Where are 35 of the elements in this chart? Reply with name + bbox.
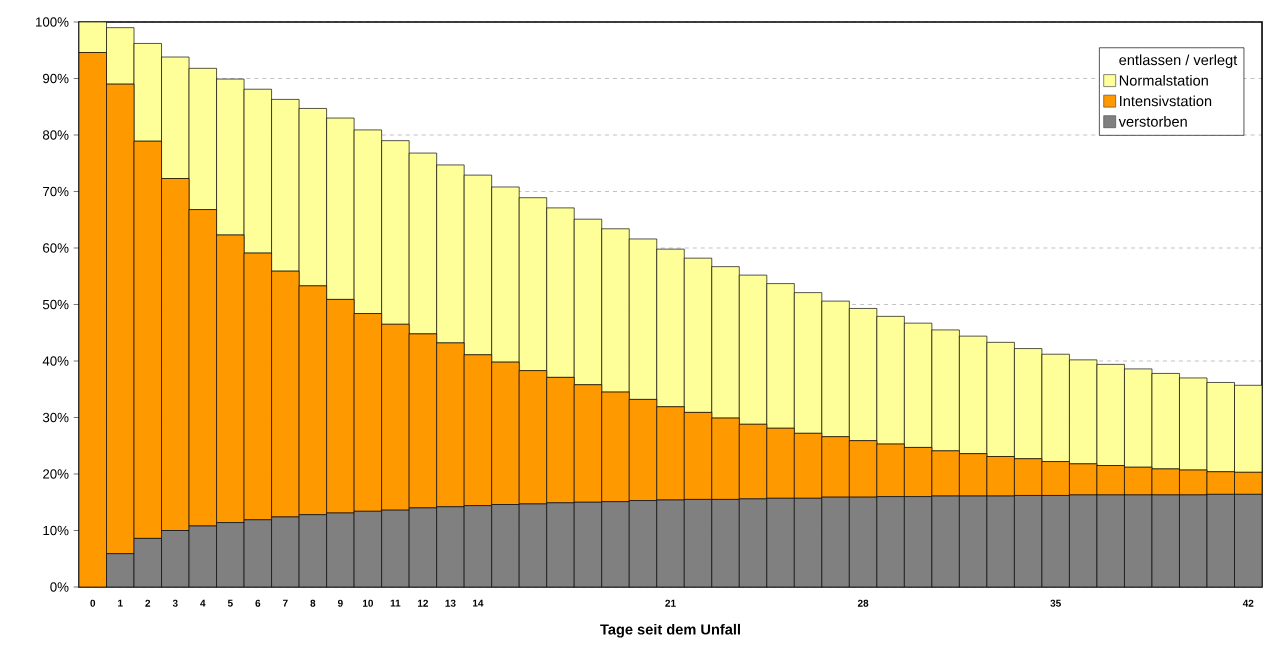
- y-tick-label: 100%: [36, 17, 69, 27]
- x-tick-label: 28: [857, 599, 869, 607]
- x-tick-label: 14: [473, 599, 484, 607]
- x-tick-label: 0: [90, 599, 96, 607]
- legend-title: entlassen / verlegt: [1119, 54, 1238, 69]
- x-tick-label: 42: [1242, 599, 1254, 607]
- x-tick-label: 3: [172, 599, 178, 607]
- x-tick-label: 35: [1050, 599, 1061, 607]
- x-axis-title: Tage seit dem Unfall: [600, 623, 740, 638]
- x-tick-label: 2: [145, 599, 151, 607]
- y-tick-label: 40%: [42, 356, 69, 366]
- y-tick-label: 70%: [43, 186, 69, 197]
- x-tick-label: 13: [445, 599, 456, 607]
- x-tick-label: 8: [310, 599, 316, 607]
- y-tick-label: 80%: [42, 130, 69, 140]
- x-tick-label: 7: [283, 599, 288, 607]
- x-tick-label: 9: [337, 599, 343, 607]
- x-tick-label: 11: [390, 599, 401, 607]
- x-tick-label: 10: [362, 599, 373, 607]
- x-tick-label: 12: [417, 599, 429, 607]
- x-tick-label: 5: [227, 599, 233, 607]
- legend-label: Normalstation: [1119, 74, 1208, 86]
- y-tick-label: 90%: [43, 73, 69, 84]
- legend-label: verstorben: [1118, 116, 1187, 127]
- y-tick-label: 50%: [42, 299, 69, 310]
- legend-label: Intensivstation: [1120, 95, 1212, 107]
- y-tick-label: 10%: [43, 525, 69, 536]
- y-tick-label: 60%: [43, 243, 69, 253]
- y-tick-label: 20%: [43, 469, 69, 479]
- y-tick-label: 0%: [50, 582, 69, 592]
- x-tick-label: 21: [665, 599, 676, 607]
- y-tick-label: 30%: [42, 412, 69, 423]
- x-tick-label: 4: [200, 599, 206, 607]
- x-tick-label: 6: [255, 599, 261, 607]
- x-tick-label: 1: [118, 599, 123, 607]
